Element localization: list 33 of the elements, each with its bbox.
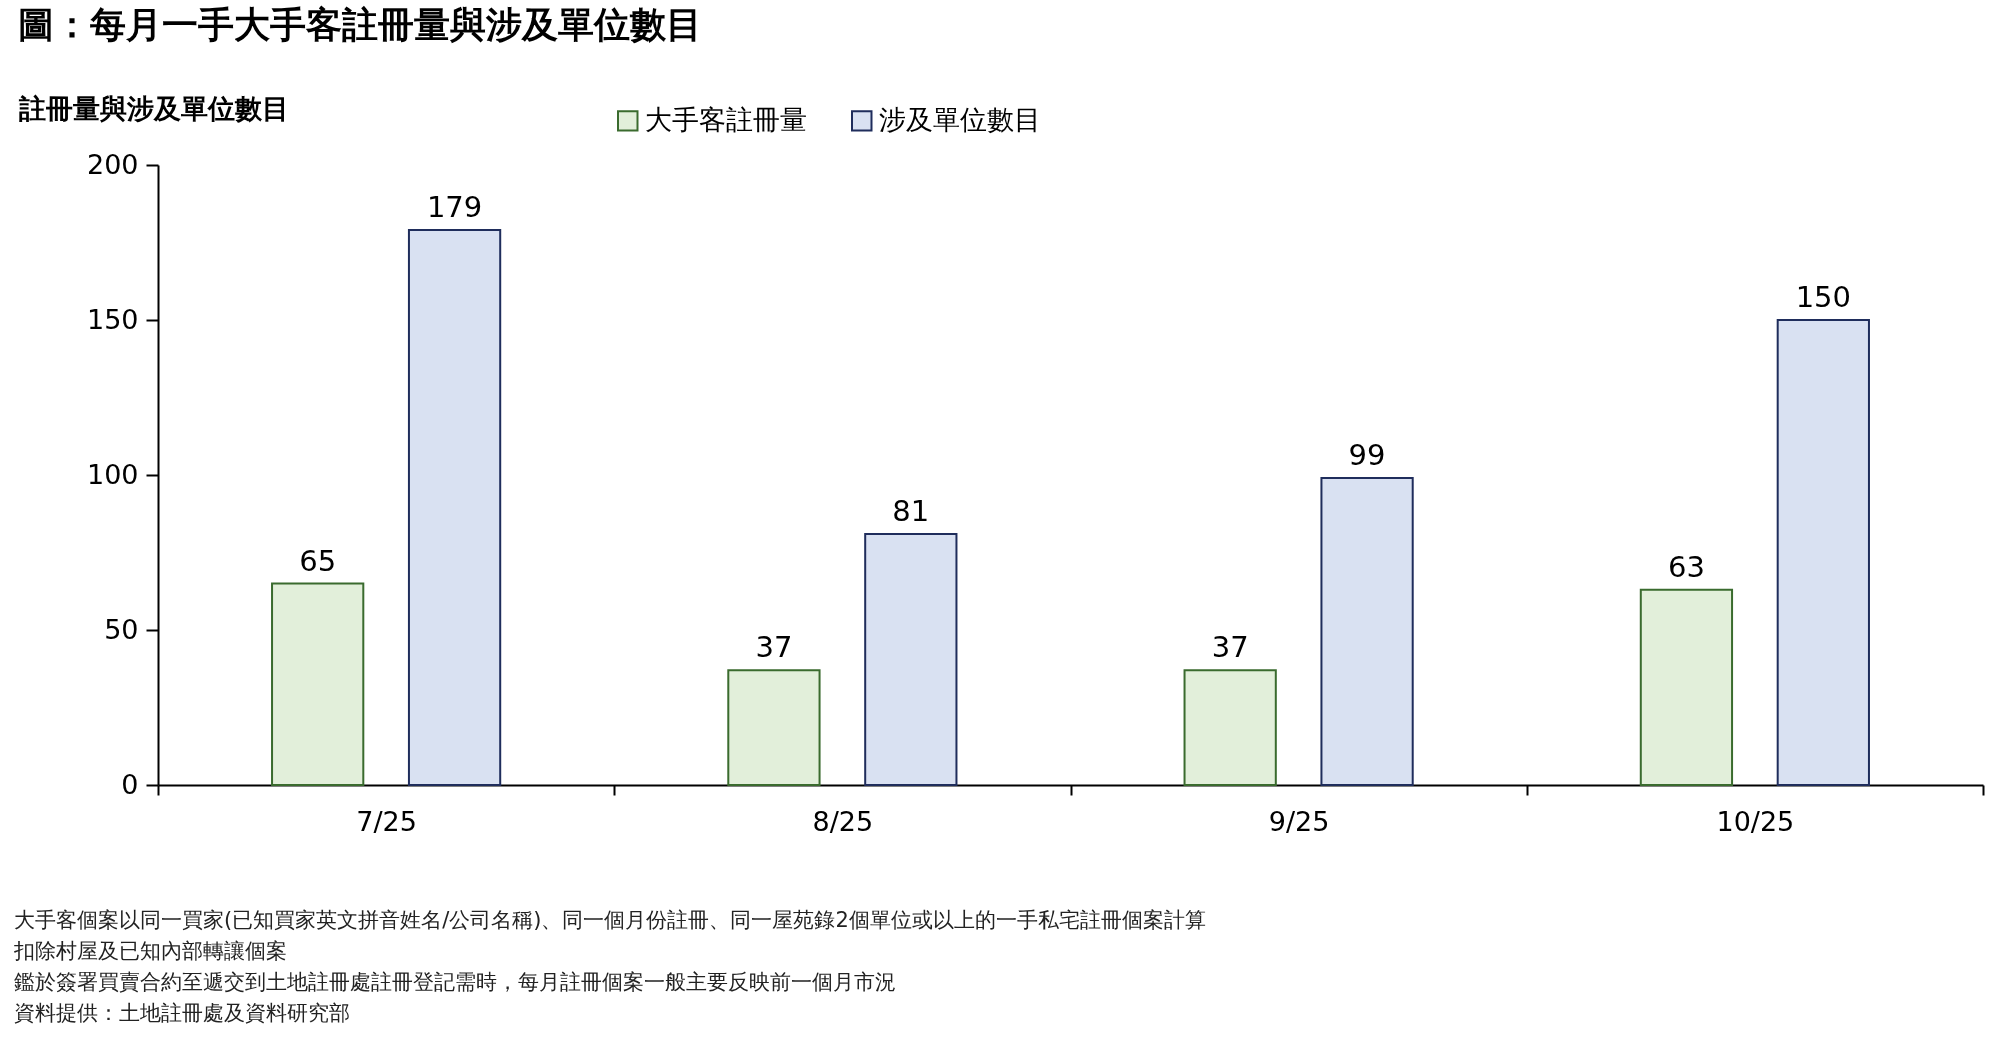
text: 扣除村屋及已知內部轉讓個案 bbox=[14, 938, 288, 965]
bar bbox=[1320, 477, 1414, 786]
chart-title: 圖：每月一手大手客註冊量與涉及單位數目 bbox=[18, 4, 702, 45]
bar bbox=[1183, 669, 1277, 786]
data-label: 65 bbox=[299, 543, 337, 578]
text: 鑑於簽署買賣合約至遞交到土地註冊處註冊登記需時，每月註冊個案一般主要反映前一個月市況 bbox=[14, 969, 897, 996]
data-label: 37 bbox=[755, 630, 793, 665]
text: 大手客個案以同一買家(已知買家英文拼音姓名/公司名稱)、同一個月份註冊、同一屋苑錄2個單位或以上的一手私宅註冊個案計算 bbox=[14, 907, 1206, 934]
y-tick-label: 50 bbox=[104, 613, 139, 645]
legend-label: 大手客註冊量 bbox=[645, 103, 808, 135]
data-label: 37 bbox=[1211, 630, 1249, 665]
bar bbox=[864, 532, 958, 786]
legend-label: 涉及單位數目 bbox=[879, 103, 1042, 135]
x-tick-label: 8/25 bbox=[812, 805, 874, 837]
x-tick-label: 9/25 bbox=[1268, 805, 1330, 837]
x-tick-label: 7/25 bbox=[356, 805, 417, 837]
data-label: 179 bbox=[426, 190, 483, 225]
bar bbox=[271, 582, 365, 786]
bar bbox=[1776, 319, 1870, 786]
bar bbox=[407, 229, 502, 786]
bar bbox=[727, 669, 821, 786]
y-tick-label: 100 bbox=[86, 458, 139, 490]
x-tick-label: 10/25 bbox=[1716, 805, 1795, 837]
y-axis-title: 註冊量與涉及單位數目 bbox=[17, 92, 289, 124]
bar bbox=[1639, 588, 1734, 786]
data-label: 99 bbox=[1348, 438, 1386, 473]
y-tick-label: 0 bbox=[121, 768, 139, 800]
data-label: 63 bbox=[1667, 549, 1705, 584]
y-tick-label: 200 bbox=[86, 148, 139, 180]
data-label: 150 bbox=[1795, 280, 1852, 314]
text: 資料提供：土地註冊處及資料研究部 bbox=[14, 1000, 351, 1027]
y-tick-label: 150 bbox=[86, 303, 139, 335]
data-label: 81 bbox=[892, 493, 930, 528]
